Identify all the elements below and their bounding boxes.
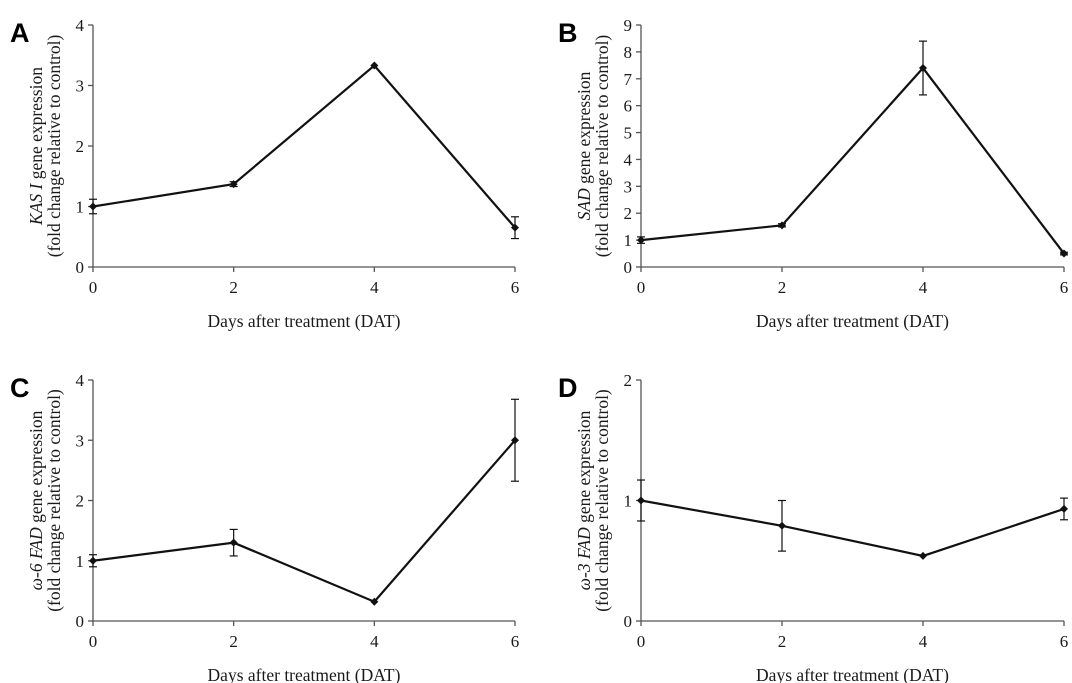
y-axis-label: ω-3 FAD gene expression (574, 410, 594, 590)
series-line (640, 499, 1065, 558)
series-line (92, 63, 516, 229)
panel-letter: A (10, 18, 30, 48)
y-axis-label-line2: (fold change relative to control) (44, 35, 64, 258)
y-tick-label: 4 (76, 371, 85, 390)
x-tick-label: 4 (919, 278, 928, 297)
y-tick-label: 1 (624, 492, 633, 511)
y-tick-label: 4 (76, 16, 85, 35)
y-axis-gene-name: ω-6 FAD (26, 527, 46, 590)
x-tick-label: 2 (778, 278, 787, 297)
panel-b: B 0 1 2 3 4 5 6 7 8 9 0 2 4 6 Days after treatment (DAT… (558, 16, 1068, 331)
y-tick-label: 9 (624, 16, 633, 35)
y-axis-label-text: gene expression (26, 67, 46, 184)
y-tick-label: 5 (624, 124, 633, 143)
data-point (637, 236, 645, 245)
y-axis-label: KAS I gene expression (26, 67, 46, 226)
y-tick-label: 0 (76, 258, 85, 277)
data-point (919, 551, 927, 560)
y-axis-label-text: gene expression (574, 410, 594, 527)
y-axis-label-line2: (fold change relative to control) (44, 389, 64, 612)
x-tick-label: 6 (511, 278, 520, 297)
data-point (778, 221, 786, 230)
y-tick-label: 2 (76, 492, 85, 511)
x-tick-label: 6 (511, 632, 520, 651)
y-tick-label: 2 (624, 204, 633, 223)
y-tick-label: 1 (76, 198, 85, 217)
data-point (370, 61, 379, 70)
x-axis-label: Days after treatment (DAT) (756, 311, 949, 331)
data-point (370, 597, 379, 606)
x-tick-label: 0 (89, 278, 98, 297)
y-axis-gene-name: KAS I (26, 182, 46, 225)
data-point (89, 556, 97, 565)
series-line (92, 439, 516, 604)
x-axis-label: Days after treatment (DAT) (756, 665, 949, 683)
x-axis-label: Days after treatment (DAT) (208, 311, 401, 331)
x-tick-label: 0 (637, 632, 646, 651)
y-tick-label: 0 (76, 612, 85, 631)
x-tick-label: 2 (778, 632, 787, 651)
data-point (919, 64, 927, 73)
y-axis-label-text: gene expression (26, 410, 46, 527)
data-point (89, 202, 97, 211)
y-tick-label: 0 (624, 612, 633, 631)
x-tick-label: 6 (1060, 278, 1069, 297)
y-tick-label: 7 (624, 70, 633, 89)
y-tick-label: 1 (624, 231, 633, 250)
x-tick-label: 4 (919, 632, 928, 651)
data-point (511, 436, 519, 445)
panel-letter: B (558, 18, 578, 48)
data-point (229, 180, 238, 189)
y-axis-label: ω-6 FAD gene expression (26, 410, 46, 590)
y-tick-label: 3 (76, 431, 85, 450)
series-line (640, 66, 1065, 255)
data-point (229, 538, 238, 547)
y-tick-label: 3 (76, 77, 85, 96)
x-tick-label: 6 (1060, 632, 1069, 651)
y-axis-label-line2: (fold change relative to control) (592, 389, 612, 612)
y-tick-label: 2 (76, 137, 85, 156)
y-tick-label: 3 (624, 177, 633, 196)
x-tick-label: 2 (229, 278, 238, 297)
y-axis-gene-name: ω-3 FAD (574, 527, 594, 590)
panel-letter: C (10, 373, 30, 403)
data-point (637, 496, 645, 505)
y-tick-label: 8 (624, 43, 633, 62)
x-tick-label: 0 (89, 632, 98, 651)
y-tick-label: 0 (624, 258, 633, 277)
x-tick-label: 4 (370, 632, 379, 651)
y-axis-label-text: gene expression (574, 71, 594, 188)
panel-d: D 0 1 2 0 2 4 6 Days after treatment (DAT) ω-3 FA… (558, 371, 1068, 683)
data-point (1060, 249, 1068, 258)
x-tick-label: 2 (229, 632, 238, 651)
y-tick-label: 4 (624, 150, 633, 169)
data-point (778, 521, 786, 530)
data-point (511, 223, 519, 232)
panel-c: C 0 1 2 3 4 0 2 4 6 Days after treatment (DAT) ω-6 … (10, 371, 519, 683)
x-tick-label: 4 (370, 278, 379, 297)
y-tick-label: 6 (624, 97, 633, 116)
y-axis-gene-name: SAD (574, 188, 594, 220)
data-point (1060, 504, 1068, 513)
y-axis-label-line2: (fold change relative to control) (592, 35, 612, 258)
panel-a: A 0 1 2 3 4 0 2 4 6 Days after treatment (DAT) KAS … (10, 16, 519, 331)
y-tick-label: 2 (624, 371, 633, 390)
x-tick-label: 0 (637, 278, 646, 297)
y-tick-label: 1 (76, 552, 85, 571)
panel-letter: D (558, 373, 578, 403)
x-axis-label: Days after treatment (DAT) (208, 665, 401, 683)
y-axis-label: SAD gene expression (574, 71, 594, 220)
